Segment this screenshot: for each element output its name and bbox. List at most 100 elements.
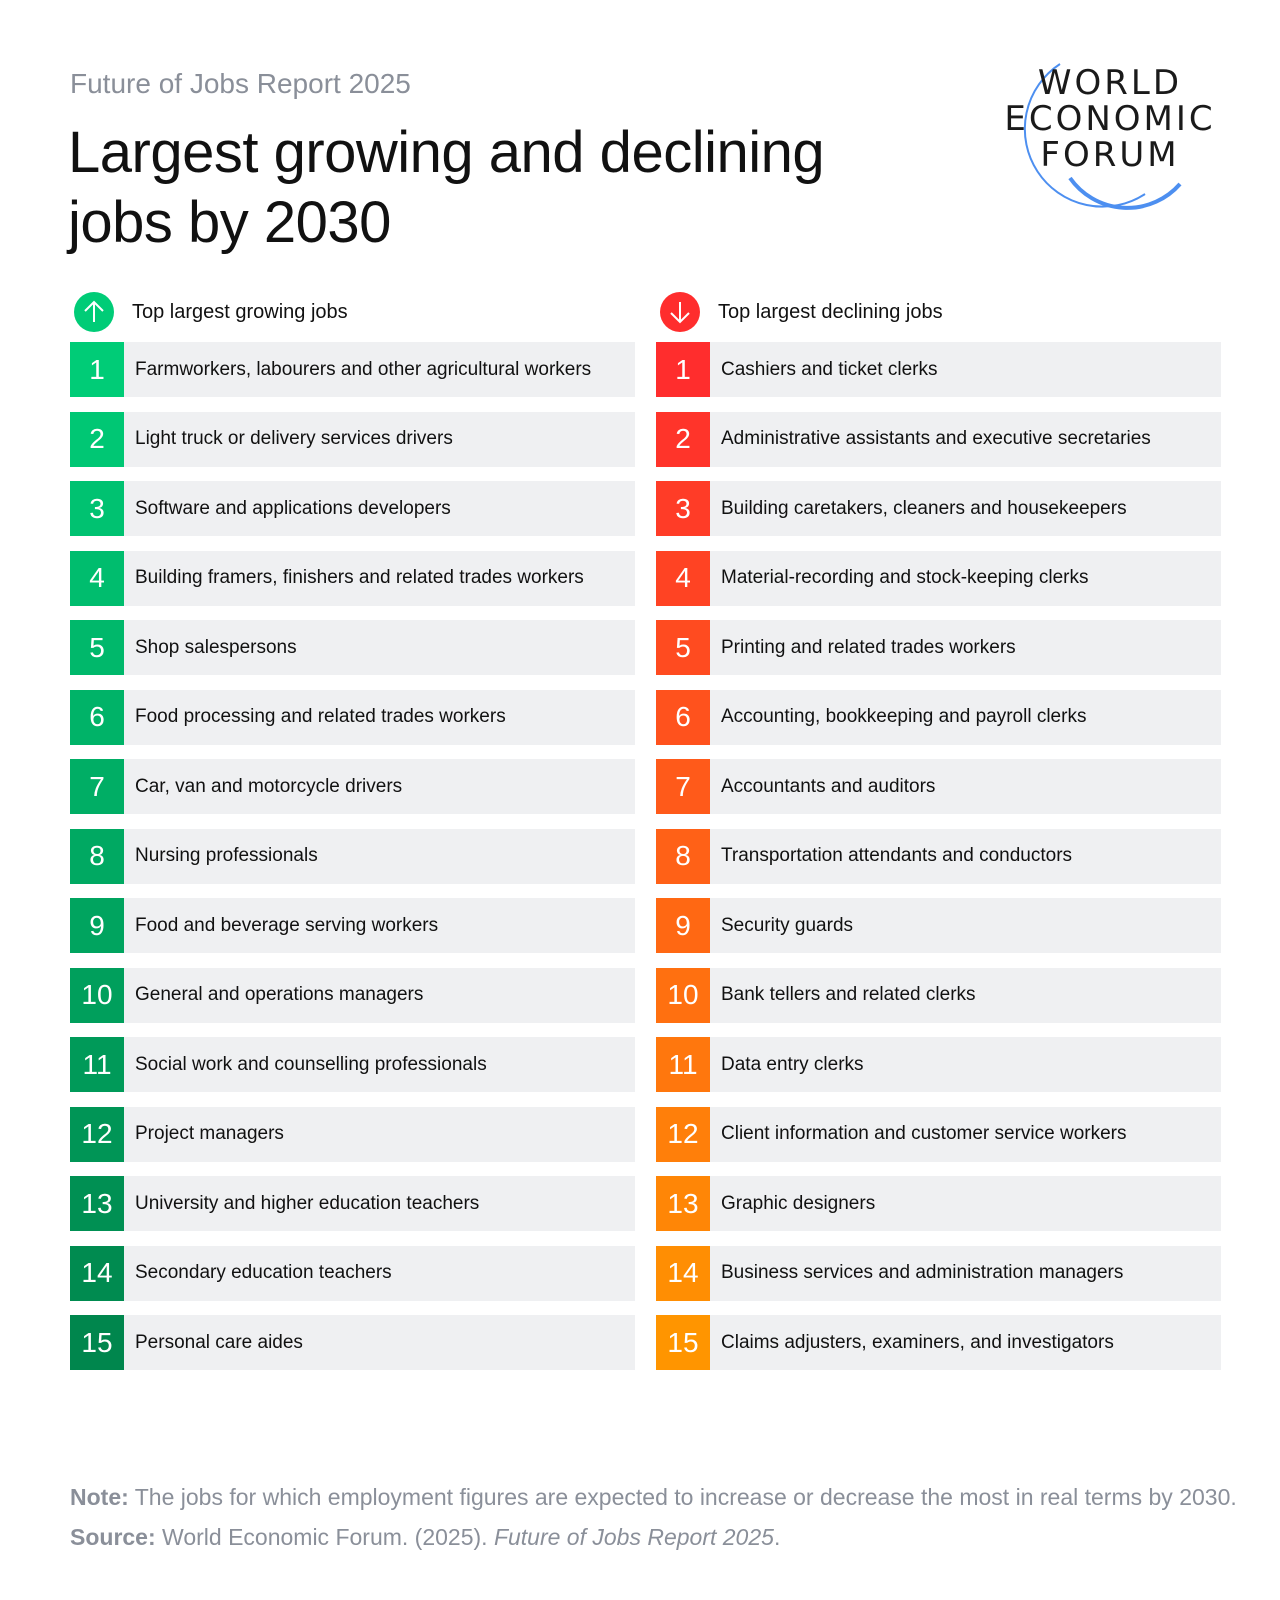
- declining-jobs-heading: Top largest declining jobs: [718, 300, 943, 323]
- source: Source: World Economic Forum. (2025). Fu…: [70, 1524, 780, 1551]
- job-label: Bank tellers and related clerks: [721, 984, 976, 1005]
- rank-badge: 15: [70, 1315, 124, 1370]
- rank-badge: 1: [70, 342, 124, 397]
- job-label: Data entry clerks: [721, 1053, 864, 1075]
- rank-badge: 8: [656, 828, 710, 884]
- rank-badge: 2: [70, 411, 124, 467]
- rank-badge: 6: [656, 689, 710, 745]
- declining-job-row: 15 Claims adjusters, examiners, and inves…: [656, 1315, 1221, 1370]
- job-label: Accounting, bookkeeping and payroll cler…: [721, 706, 1087, 727]
- declining-jobs-column: Top largest declining jobs 1 Cashiers and…: [656, 292, 1221, 1385]
- declining-job-row: 12 Client information and customer servic…: [656, 1106, 1221, 1162]
- rank-badge: 12: [656, 1106, 710, 1162]
- growing-job-row: 2 Light truck or delivery services driver…: [70, 411, 635, 467]
- rank-badge: 9: [656, 898, 710, 953]
- note: Note: The jobs for which employment figu…: [70, 1484, 1237, 1511]
- declining-job-row: 1 Cashiers and ticket clerks: [656, 342, 1221, 397]
- source-text: World Economic Forum. (2025).: [155, 1524, 494, 1550]
- declining-jobs-header: Top largest declining jobs: [656, 292, 1221, 332]
- job-label: Administrative assistants and executive …: [721, 428, 1151, 449]
- growing-job-row: 12 Project managers: [70, 1106, 635, 1162]
- job-label: Graphic designers: [721, 1192, 876, 1214]
- declining-job-row: 11 Data entry clerks: [656, 1037, 1221, 1092]
- report-subtitle: Future of Jobs Report 2025: [70, 68, 411, 99]
- rank-badge: 11: [70, 1037, 124, 1092]
- job-label: Material-recording and stock-keeping cle…: [721, 567, 1089, 588]
- rank-badge: 10: [70, 967, 124, 1023]
- declining-job-row: 7 Accountants and auditors: [656, 759, 1221, 814]
- job-label: Printing and related trades workers: [721, 636, 1016, 658]
- job-label: General and operations managers: [135, 984, 424, 1005]
- rank-badge: 5: [656, 620, 710, 675]
- declining-job-row: 9 Security guards: [656, 898, 1221, 953]
- rank-badge: 3: [656, 481, 710, 536]
- job-label: Software and applications developers: [135, 497, 451, 519]
- job-label: Accountants and auditors: [721, 775, 936, 797]
- svg-text:FORUM: FORUM: [1040, 135, 1179, 175]
- job-label: Food processing and related trades worke…: [135, 706, 506, 727]
- job-label: Nursing professionals: [135, 845, 318, 866]
- growing-job-row: 13 University and higher education teache…: [70, 1176, 635, 1231]
- job-label: Farmworkers, labourers and other agricul…: [135, 358, 592, 380]
- rank-badge: 7: [70, 759, 124, 814]
- rank-badge: 6: [70, 689, 124, 745]
- job-label: Food and beverage serving workers: [135, 914, 439, 936]
- growing-job-row: 15 Personal care aides: [70, 1315, 635, 1370]
- job-label: Client information and customer service …: [721, 1123, 1127, 1144]
- rank-badge: 2: [656, 411, 710, 467]
- rank-badge: 4: [656, 550, 710, 606]
- declining-job-row: 6 Accounting, bookkeeping and payroll cle…: [656, 689, 1221, 745]
- rank-badge: 15: [656, 1315, 710, 1370]
- job-label: Building framers, finishers and related …: [135, 567, 584, 588]
- rank-badge: 13: [70, 1176, 124, 1231]
- job-label: Security guards: [721, 914, 854, 936]
- growing-jobs-header: Top largest growing jobs: [70, 292, 635, 332]
- rank-badge: 13: [656, 1176, 710, 1231]
- declining-job-row: 5 Printing and related trades workers: [656, 620, 1221, 675]
- declining-job-row: 14 Business services and administration m…: [656, 1245, 1221, 1301]
- declining-job-row: 2 Administrative assistants and executive…: [656, 411, 1221, 467]
- growing-job-row: 6 Food processing and related trades work…: [70, 689, 635, 745]
- source-title: Future of Jobs Report 2025: [493, 1524, 774, 1550]
- growing-job-row: 7 Car, van and motorcycle drivers: [70, 759, 635, 814]
- wef-logo: WORLD ECONOMIC FORUM: [990, 62, 1230, 212]
- job-label: Personal care aides: [135, 1331, 303, 1353]
- growing-job-row: 8 Nursing professionals: [70, 828, 635, 884]
- job-label: Light truck or delivery services drivers: [135, 428, 453, 449]
- job-label: Transportation attendants and conductors: [721, 845, 1073, 866]
- declining-job-row: 13 Graphic designers: [656, 1176, 1221, 1231]
- page-title: Largest growing and declining jobs by 20…: [68, 120, 825, 255]
- declining-job-row: 8 Transportation attendants and conductor…: [656, 828, 1221, 884]
- svg-text:ECONOMIC: ECONOMIC: [1004, 99, 1215, 139]
- rank-badge: 1: [656, 342, 710, 397]
- job-label: Shop salespersons: [135, 636, 297, 658]
- job-label: Building caretakers, cleaners and housek…: [721, 497, 1127, 519]
- growing-job-row: 11 Social work and counselling profession…: [70, 1037, 635, 1092]
- rank-badge: 4: [70, 550, 124, 606]
- svg-text:WORLD: WORLD: [1038, 63, 1182, 103]
- job-label: Social work and counselling professional…: [135, 1053, 487, 1075]
- growing-job-row: 10 General and operations managers: [70, 967, 635, 1023]
- note-text: The jobs for which employment figures ar…: [128, 1484, 1237, 1510]
- declining-job-row: 3 Building caretakers, cleaners and house…: [656, 481, 1221, 536]
- job-label: Secondary education teachers: [135, 1262, 392, 1283]
- job-label: University and higher education teachers: [135, 1192, 480, 1214]
- note-label: Note:: [70, 1484, 129, 1510]
- rank-badge: 3: [70, 481, 124, 536]
- job-label: Car, van and motorcycle drivers: [135, 775, 403, 797]
- source-end: .: [773, 1524, 781, 1550]
- growing-job-row: 5 Shop salespersons: [70, 620, 635, 675]
- source-label: Source:: [70, 1524, 156, 1550]
- declining-job-row: 10 Bank tellers and related clerks: [656, 967, 1221, 1023]
- growing-job-row: 9 Food and beverage serving workers: [70, 898, 635, 953]
- growing-jobs-column: Top largest growing jobs 1 Farmworkers, l…: [70, 292, 635, 1385]
- job-label: Claims adjusters, examiners, and investi…: [721, 1331, 1114, 1353]
- growing-jobs-heading: Top largest growing jobs: [132, 300, 348, 323]
- rank-badge: 14: [70, 1245, 124, 1301]
- arrow-down-icon: [660, 292, 700, 332]
- job-label: Project managers: [135, 1123, 284, 1144]
- declining-job-row: 4 Material-recording and stock-keeping cl…: [656, 550, 1221, 606]
- rank-badge: 9: [70, 898, 124, 953]
- rank-badge: 11: [656, 1037, 710, 1092]
- arrow-up-icon: [74, 292, 114, 332]
